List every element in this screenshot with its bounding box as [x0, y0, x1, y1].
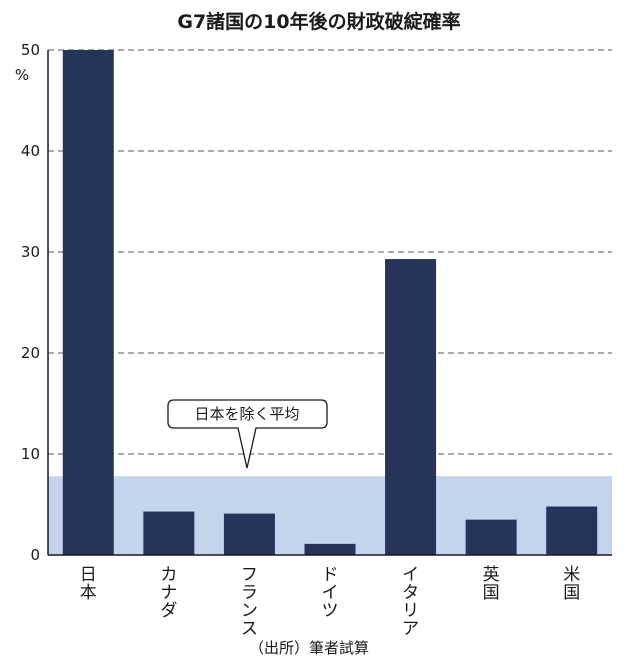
y-tick-label: 50 [21, 41, 40, 59]
category-label: イタリア [402, 565, 419, 639]
bar [223, 513, 275, 555]
category-label-text: ドイツ [322, 565, 339, 621]
category-label-text: 日本 [80, 565, 97, 603]
y-tick-label: 0 [30, 546, 40, 564]
category-label: 米国 [563, 565, 580, 603]
callout-bubble [167, 399, 328, 469]
category-label: 英国 [483, 565, 500, 603]
y-tick-label: 20 [21, 344, 40, 362]
y-tick-label: 30 [21, 243, 40, 261]
bar [546, 506, 598, 555]
category-label-text: カナダ [160, 565, 177, 621]
category-label-text: 米国 [563, 565, 580, 603]
source-note: （出所）筆者試算 [249, 639, 369, 657]
category-label: 日本 [80, 565, 97, 603]
average-band [48, 476, 612, 555]
y-tick-labels: 0 10 20 30 40 50 [21, 41, 40, 564]
gridlines [48, 49, 612, 455]
category-label: カナダ [160, 565, 177, 621]
y-tick-label: 10 [21, 445, 40, 463]
bar [143, 511, 195, 555]
average-callout: 日本を除く平均 [167, 399, 328, 469]
y-axis-unit: % [15, 66, 29, 84]
category-labels: 日本 カナダ フランス ドイツ イタリア 英国 米国 [80, 565, 580, 639]
bars [62, 50, 598, 555]
category-label: ドイツ [322, 565, 339, 621]
category-label-text: 英国 [483, 565, 500, 603]
bar [62, 50, 114, 555]
bar [385, 259, 437, 555]
callout-label: 日本を除く平均 [194, 405, 299, 423]
chart-title: G7諸国の10年後の財政破綻確率 [177, 10, 460, 33]
category-label-text: イタリア [402, 565, 419, 639]
y-tick-label: 40 [21, 142, 40, 160]
bar [465, 519, 517, 555]
bar [304, 543, 356, 555]
category-label: フランス [241, 565, 258, 639]
category-label-text: フランス [241, 565, 258, 639]
